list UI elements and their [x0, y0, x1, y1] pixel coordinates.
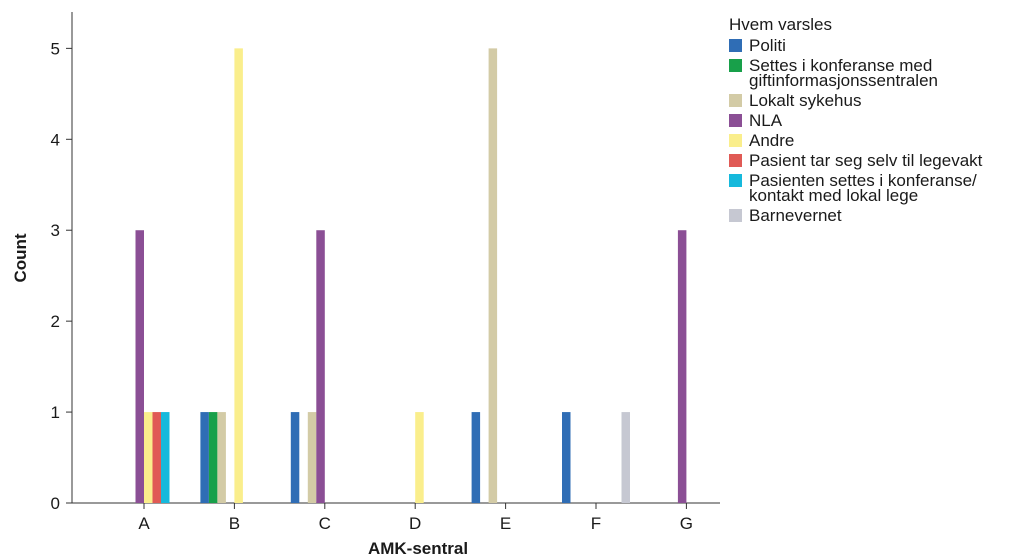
legend-swatch — [729, 39, 742, 52]
legend-swatch — [729, 174, 742, 187]
legend-items: Politi Settes i konferanse med giftinform… — [729, 36, 1019, 225]
legend-item: Politi — [729, 36, 1019, 55]
bar — [161, 412, 170, 503]
legend-label: Barnevernet — [749, 206, 842, 225]
y-tick-label: 2 — [51, 312, 60, 331]
legend-swatch — [729, 134, 742, 147]
bar — [234, 48, 243, 504]
y-tick-label: 3 — [51, 221, 60, 240]
legend-title: Hvem varsles — [729, 15, 832, 34]
chart-bars — [135, 48, 687, 504]
x-tick-label: G — [680, 514, 693, 533]
legend-item: Lokalt sykehus — [729, 91, 1019, 110]
bar — [144, 412, 153, 503]
x-tick-label: B — [229, 514, 240, 533]
x-tick-label: D — [409, 514, 421, 533]
legend-swatch — [729, 154, 742, 167]
legend-swatch — [729, 94, 742, 107]
y-axis-title: Count — [11, 233, 30, 282]
x-axis-title: AMK-sentral — [368, 539, 468, 558]
bar — [200, 412, 209, 503]
y-tick-label: 4 — [51, 130, 60, 149]
legend-swatch — [729, 114, 742, 127]
legend-label: Settes i konferanse med giftinformasjons… — [749, 56, 938, 90]
legend-item: Settes i konferanse med giftinformasjons… — [729, 56, 1019, 90]
legend-label: Politi — [749, 36, 786, 55]
legend-label: NLA — [749, 111, 783, 130]
legend-item: Pasienten settes i konferanse/ kontakt m… — [729, 171, 1019, 205]
bar — [562, 412, 571, 503]
x-tick-label: C — [319, 514, 331, 533]
legend-label: Pasient tar seg selv til legevakt — [749, 151, 983, 170]
legend-item: Pasient tar seg selv til legevakt — [729, 151, 1019, 170]
legend: Hvem varsles Politi Settes i konferanse m… — [729, 15, 1019, 226]
legend-item: Barnevernet — [729, 206, 1019, 225]
x-tick-label: E — [500, 514, 511, 533]
bar — [316, 230, 325, 503]
legend-swatch — [729, 59, 742, 72]
bar — [471, 412, 481, 503]
x-tick-label: A — [138, 514, 150, 533]
bar — [677, 230, 687, 503]
y-tick-label: 5 — [51, 39, 60, 58]
bar — [307, 412, 317, 503]
bar — [217, 412, 226, 503]
legend-label: Lokalt sykehus — [749, 91, 862, 110]
bar — [488, 48, 498, 504]
y-tick-label: 0 — [51, 494, 60, 513]
bar — [208, 412, 218, 503]
bar — [621, 412, 630, 503]
chart-axes — [66, 12, 720, 509]
bar — [290, 412, 300, 503]
legend-item: Andre — [729, 131, 1019, 150]
bar — [152, 412, 161, 503]
legend-label: Pasienten settes i konferanse/ kontakt m… — [749, 171, 977, 205]
legend-item: NLA — [729, 111, 1019, 130]
bar — [135, 230, 144, 503]
y-tick-label: 1 — [51, 403, 60, 422]
bar — [415, 412, 424, 503]
legend-label: Andre — [749, 131, 795, 150]
legend-swatch — [729, 209, 742, 222]
x-tick-label: F — [591, 514, 601, 533]
chart-tick-labels: 0 1 2 3 4 5 A B C D E F G — [51, 39, 693, 533]
